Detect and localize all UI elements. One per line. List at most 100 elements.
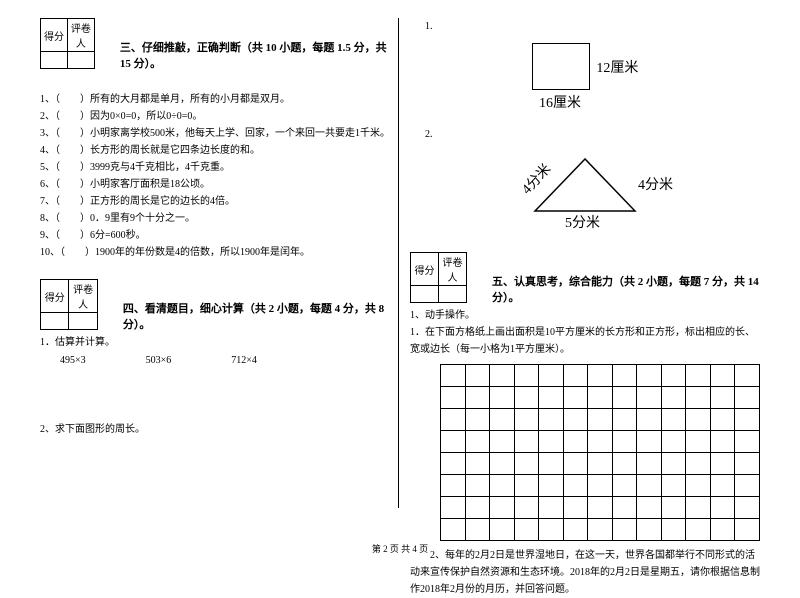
grid-cell — [588, 431, 613, 453]
grid-cell — [661, 475, 686, 497]
grid-cell — [490, 365, 515, 387]
grader-hdr: 评卷人 — [438, 253, 466, 286]
grid-cell — [686, 519, 711, 541]
grid-cell — [637, 475, 662, 497]
grid-cell — [735, 497, 760, 519]
grid-cell — [563, 365, 588, 387]
grid-cell — [441, 387, 466, 409]
s3-item: 7、（ ）正方形的周长是它的边长的4倍。 — [40, 193, 390, 210]
triangle-figure: 4分米 4分米 5分米 — [410, 151, 760, 234]
section4-title: 四、看清题目，细心计算（共 2 小题，每题 4 分，共 8 分）。 — [123, 300, 390, 334]
grid-cell — [465, 497, 490, 519]
grid-cell — [514, 497, 539, 519]
tri-left-label: 4分米 — [519, 161, 555, 198]
grid-cell — [539, 431, 564, 453]
grader-cell — [67, 52, 94, 69]
grid-cell — [514, 409, 539, 431]
grid-cell — [686, 431, 711, 453]
grid-cell — [514, 519, 539, 541]
grid-cell — [441, 497, 466, 519]
grid-cell — [661, 409, 686, 431]
left-column: 得分 评卷人 三、仔细推敲，正确判断（共 10 小题，每题 1.5 分，共 15… — [40, 18, 400, 598]
grid-cell — [661, 519, 686, 541]
calc-item: 503×6 — [146, 355, 172, 366]
grid-cell — [612, 387, 637, 409]
grader-cell — [69, 313, 97, 330]
grid-cell — [539, 519, 564, 541]
grid-cell — [686, 475, 711, 497]
grid-cell — [710, 431, 735, 453]
grader-hdr: 评卷人 — [67, 19, 94, 52]
score-table-4: 得分 评卷人 — [40, 279, 98, 330]
rect-right-label: 12厘米 — [596, 57, 638, 77]
s5-q1b: 1．在下面方格纸上画出面积是10平方厘米的长方形和正方形，标出相应的长、宽或边长… — [410, 324, 760, 358]
grid-cell — [588, 497, 613, 519]
grid-cell — [539, 409, 564, 431]
grid-cell — [588, 453, 613, 475]
grid-cell — [710, 497, 735, 519]
grid-cell — [539, 387, 564, 409]
s3-item: 2、（ ）因为0×0=0，所以0÷0=0。 — [40, 108, 390, 125]
grid-cell — [465, 387, 490, 409]
grid-cell — [563, 475, 588, 497]
grid-cell — [441, 431, 466, 453]
score-hdr: 得分 — [41, 280, 69, 313]
grid-cell — [661, 431, 686, 453]
score-cell — [411, 286, 439, 303]
right-column: 1. 12厘米 16厘米 2. 4分米 4分米 5分米 得分 评卷人 — [400, 18, 760, 598]
score-hdr: 得分 — [41, 19, 68, 52]
grid-cell — [563, 409, 588, 431]
grid-cell — [637, 453, 662, 475]
grid-cell — [514, 387, 539, 409]
grid-cell — [539, 475, 564, 497]
grid-cell — [735, 365, 760, 387]
grid-cell — [686, 409, 711, 431]
score-cell — [41, 313, 69, 330]
grid-cell — [588, 387, 613, 409]
grid-table — [440, 364, 760, 541]
grid-cell — [710, 365, 735, 387]
grid-paper — [440, 364, 760, 541]
triangle-svg: 4分米 4分米 5分米 — [495, 151, 675, 231]
grid-cell — [637, 387, 662, 409]
score-table-5: 得分 评卷人 — [410, 252, 467, 303]
grid-cell — [441, 409, 466, 431]
grid-cell — [686, 497, 711, 519]
grid-cell — [710, 387, 735, 409]
grid-cell — [465, 365, 490, 387]
calc-item: 712×4 — [231, 355, 257, 366]
fig-num-2: 2. — [425, 126, 760, 143]
calc-row: 495×3 503×6 712×4 — [60, 355, 390, 366]
score-hdr: 得分 — [411, 253, 439, 286]
grid-cell — [490, 453, 515, 475]
grid-cell — [441, 453, 466, 475]
grid-cell — [539, 453, 564, 475]
grid-cell — [661, 365, 686, 387]
grid-cell — [563, 431, 588, 453]
grid-cell — [563, 497, 588, 519]
grid-cell — [441, 519, 466, 541]
grid-cell — [661, 497, 686, 519]
grid-cell — [612, 475, 637, 497]
grid-cell — [735, 409, 760, 431]
grid-cell — [465, 453, 490, 475]
s3-item: 1、（ ）所有的大月都是单月，所有的小月都是双月。 — [40, 91, 390, 108]
s3-item: 6、（ ）小明家客厅面积是18公顷。 — [40, 176, 390, 193]
grid-cell — [686, 453, 711, 475]
grid-cell — [465, 409, 490, 431]
s3-item: 3、（ ）小明家离学校500米，他每天上学、回家，一个来回一共要走1千米。 — [40, 125, 390, 142]
grid-cell — [612, 497, 637, 519]
grid-cell — [514, 365, 539, 387]
grid-cell — [563, 519, 588, 541]
s3-item: 10、（ ）1900年的年份数是4的倍数，所以1900年是闰年。 — [40, 244, 390, 261]
grader-hdr: 评卷人 — [69, 280, 97, 313]
s3-item: 4、（ ）长方形的周长就是它四条边长度的和。 — [40, 142, 390, 159]
section3-title: 三、仔细推敲，正确判断（共 10 小题，每题 1.5 分，共 15 分）。 — [120, 39, 390, 73]
section3-items: 1、（ ）所有的大月都是单月，所有的小月都是双月。 2、（ ）因为0×0=0，所… — [40, 91, 390, 261]
grid-cell — [661, 387, 686, 409]
grid-cell — [490, 497, 515, 519]
grid-cell — [661, 453, 686, 475]
grid-cell — [588, 365, 613, 387]
section3-header: 得分 评卷人 三、仔细推敲，正确判断（共 10 小题，每题 1.5 分，共 15… — [40, 18, 390, 73]
grid-cell — [514, 431, 539, 453]
